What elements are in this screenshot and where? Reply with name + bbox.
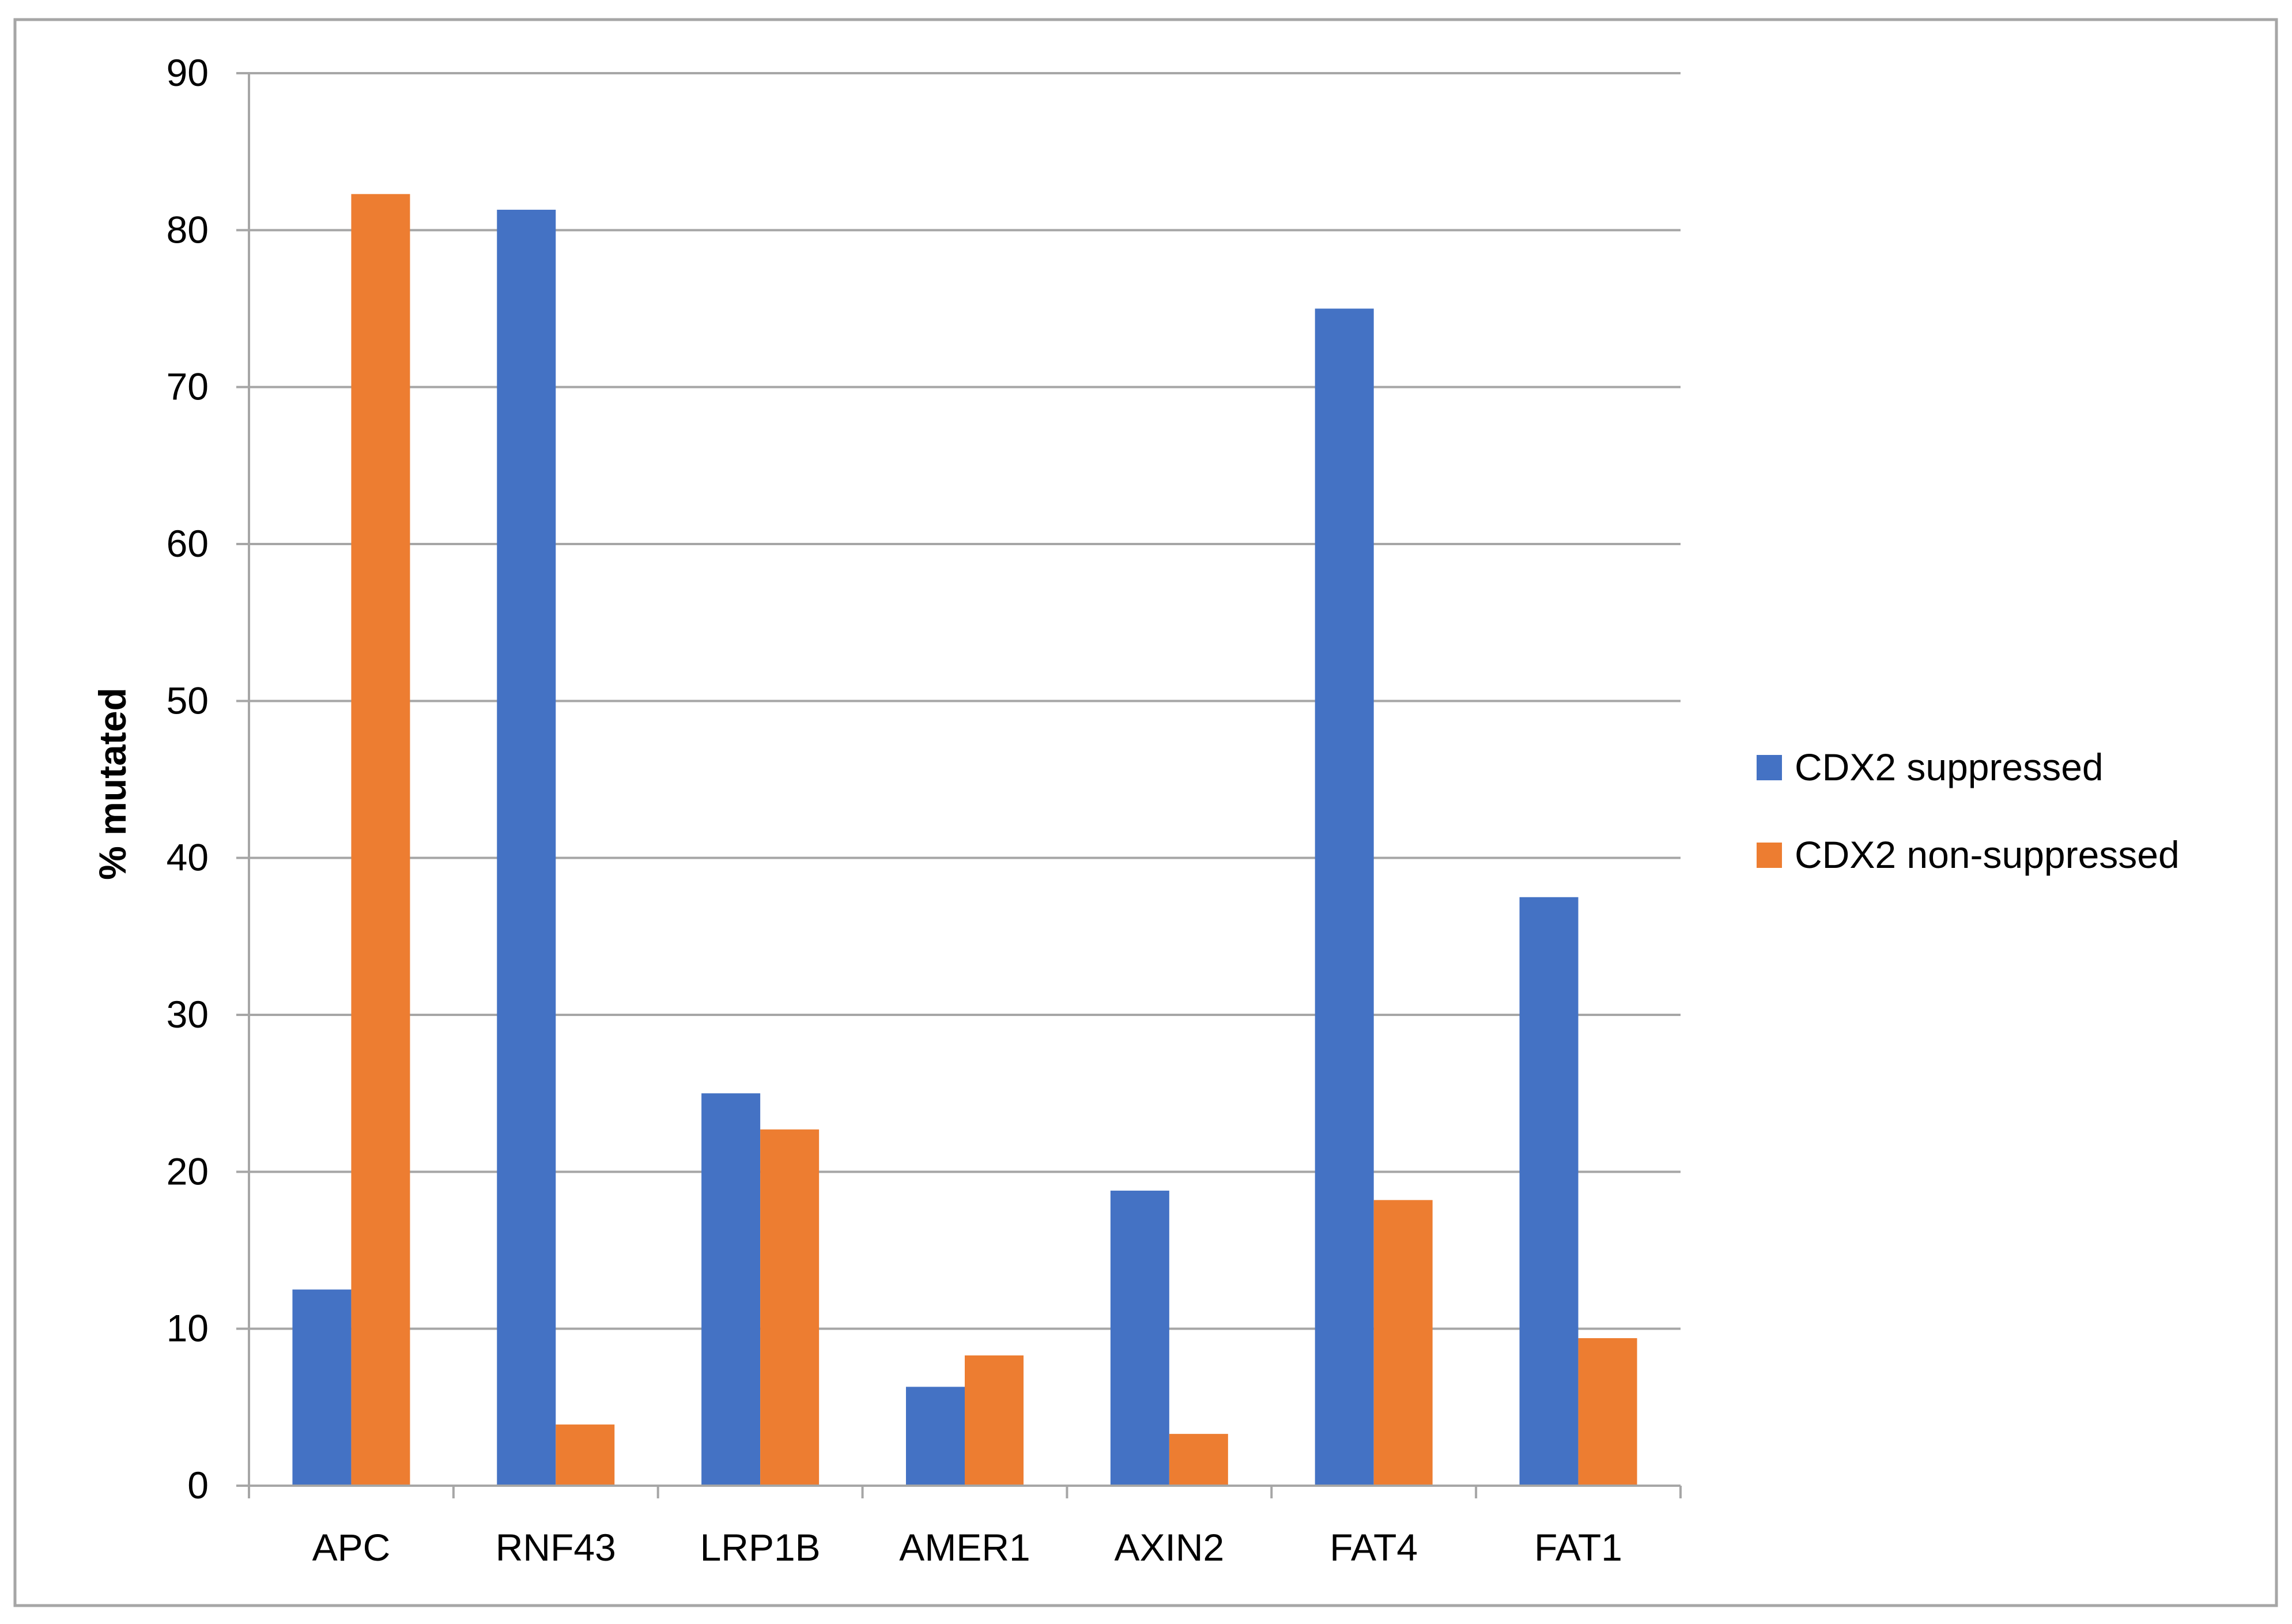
- bars: [292, 194, 1637, 1486]
- x-tick-label: FAT1: [1534, 1526, 1622, 1569]
- x-tick-label: LRP1B: [700, 1526, 821, 1569]
- x-tick-label: APC: [312, 1526, 391, 1569]
- y-tick-label: 50: [167, 679, 209, 722]
- legend: CDX2 suppressed CDX2 non-suppressed: [1757, 746, 2180, 876]
- bar-suppressed-axin2: [1110, 1191, 1169, 1486]
- y-tick-label: 10: [167, 1307, 209, 1350]
- bar-suppressed-rnf43: [497, 209, 556, 1486]
- y-axis-title: % mutated: [91, 688, 134, 880]
- y-tick-label: 30: [167, 993, 209, 1036]
- y-tick-label: 60: [167, 522, 209, 565]
- gridlines: [249, 72, 1681, 1330]
- legend-swatch: [1757, 755, 1782, 780]
- legend-swatch: [1757, 843, 1782, 868]
- bar-non-suppressed-fat4: [1373, 1200, 1433, 1486]
- y-tick-label: 0: [187, 1464, 209, 1506]
- bar-non-suppressed-apc: [351, 194, 410, 1486]
- y-tick-label: 70: [167, 365, 209, 408]
- x-tick-label: RNF43: [496, 1526, 616, 1569]
- bar-non-suppressed-fat1: [1578, 1338, 1637, 1486]
- x-tick-label: FAT4: [1330, 1526, 1418, 1569]
- y-tick-label: 90: [167, 51, 209, 94]
- axes: 0 10 20 30 40 50 60 70 80 90 APC RNF43 LRP1B AMER1 AXI…: [167, 51, 1682, 1569]
- x-tick-label: AMER1: [899, 1526, 1030, 1569]
- bar-suppressed-fat1: [1519, 897, 1579, 1486]
- y-tick-label: 40: [167, 836, 209, 879]
- bar-non-suppressed-lrp1b: [760, 1129, 820, 1486]
- bar-non-suppressed-axin2: [1169, 1434, 1228, 1486]
- legend-label: CDX2 suppressed: [1795, 746, 2104, 788]
- bar-suppressed-lrp1b: [701, 1093, 761, 1486]
- y-tick-label: 20: [167, 1150, 209, 1192]
- bar-non-suppressed-rnf43: [556, 1424, 615, 1486]
- x-tick-label: AXIN2: [1114, 1526, 1224, 1569]
- y-tick-label: 80: [167, 208, 209, 251]
- bar-suppressed-apc: [292, 1289, 352, 1486]
- bar-non-suppressed-amer1: [965, 1355, 1024, 1486]
- bar-suppressed-fat4: [1315, 308, 1374, 1486]
- legend-label: CDX2 non-suppressed: [1795, 833, 2180, 876]
- bar-suppressed-amer1: [906, 1387, 965, 1486]
